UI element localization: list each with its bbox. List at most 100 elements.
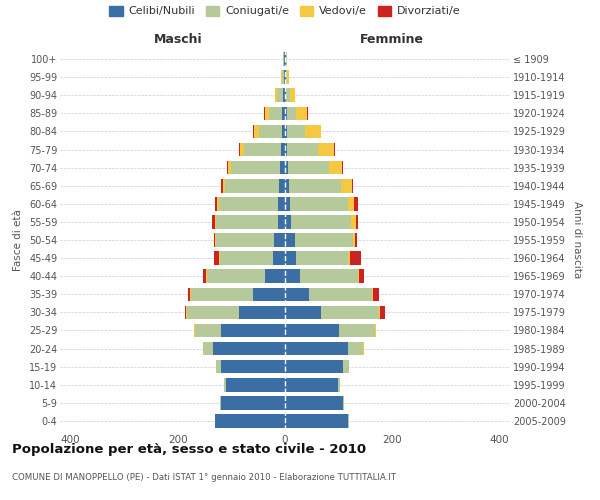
Bar [285,106,287,120]
Bar [289,179,341,192]
Bar [353,197,358,210]
Bar [220,252,273,265]
Bar [217,197,218,210]
Bar [353,233,355,247]
Bar [206,270,207,283]
Bar [265,270,285,283]
Bar [275,88,277,102]
Bar [285,288,309,301]
Bar [191,288,253,301]
Bar [287,161,329,174]
Bar [285,215,292,228]
Bar [277,215,285,228]
Bar [285,396,343,409]
Bar [277,197,285,210]
Bar [228,161,232,174]
Bar [221,396,285,409]
Y-axis label: Anni di nascita: Anni di nascita [572,202,583,278]
Bar [203,270,206,283]
Bar [216,215,277,228]
Y-axis label: Fasce di età: Fasce di età [13,209,23,271]
Bar [295,233,353,247]
Bar [287,142,318,156]
Bar [285,342,348,355]
Bar [221,360,285,374]
Bar [212,342,285,355]
Bar [285,88,286,102]
Bar [356,215,358,228]
Bar [285,378,337,392]
Bar [283,106,285,120]
Bar [359,270,364,283]
Bar [337,378,340,392]
Bar [329,161,343,174]
Text: Femmine: Femmine [360,34,424,46]
Bar [286,88,290,102]
Bar [285,197,290,210]
Bar [322,306,379,319]
Bar [240,142,244,156]
Bar [254,124,259,138]
Bar [277,88,283,102]
Bar [218,197,277,210]
Bar [280,161,285,174]
Bar [350,252,361,265]
Bar [215,197,217,210]
Bar [195,324,221,338]
Bar [282,124,285,138]
Bar [203,342,212,355]
Bar [355,233,358,247]
Bar [338,324,375,338]
Bar [300,270,358,283]
Bar [239,306,285,319]
Bar [218,252,220,265]
Bar [352,215,356,228]
Bar [290,197,348,210]
Bar [287,106,296,120]
Bar [221,324,285,338]
Bar [290,88,295,102]
Bar [287,70,289,84]
Bar [215,233,217,247]
Bar [286,70,287,84]
Text: COMUNE DI MANOPPELLO (PE) - Dati ISTAT 1° gennaio 2010 - Elaborazione TUTTITALIA: COMUNE DI MANOPPELLO (PE) - Dati ISTAT 1… [12,472,396,482]
Bar [217,233,274,247]
Bar [348,342,363,355]
Bar [380,306,385,319]
Text: Maschi: Maschi [154,34,202,46]
Bar [285,306,322,319]
Bar [285,233,295,247]
Bar [265,106,269,120]
Bar [273,252,285,265]
Bar [348,197,353,210]
Bar [358,270,359,283]
Bar [284,70,285,84]
Bar [217,360,221,374]
Bar [207,270,265,283]
Bar [259,124,282,138]
Bar [285,414,348,428]
Bar [224,378,226,392]
Bar [285,360,343,374]
Bar [227,161,228,174]
Bar [285,179,289,192]
Bar [187,288,190,301]
Bar [215,215,216,228]
Bar [296,106,307,120]
Bar [187,306,239,319]
Legend: Celibi/Nubili, Coniugati/e, Vedovi/e, Divorziati/e: Celibi/Nubili, Coniugati/e, Vedovi/e, Di… [106,2,464,20]
Bar [285,142,287,156]
Bar [223,179,225,192]
Bar [343,360,349,374]
Bar [305,124,321,138]
Bar [215,414,285,428]
Bar [284,52,285,66]
Bar [283,52,284,66]
Bar [373,288,379,301]
Bar [348,252,350,265]
Bar [285,124,287,138]
Bar [212,215,215,228]
Bar [226,378,285,392]
Bar [282,70,284,84]
Bar [221,179,223,192]
